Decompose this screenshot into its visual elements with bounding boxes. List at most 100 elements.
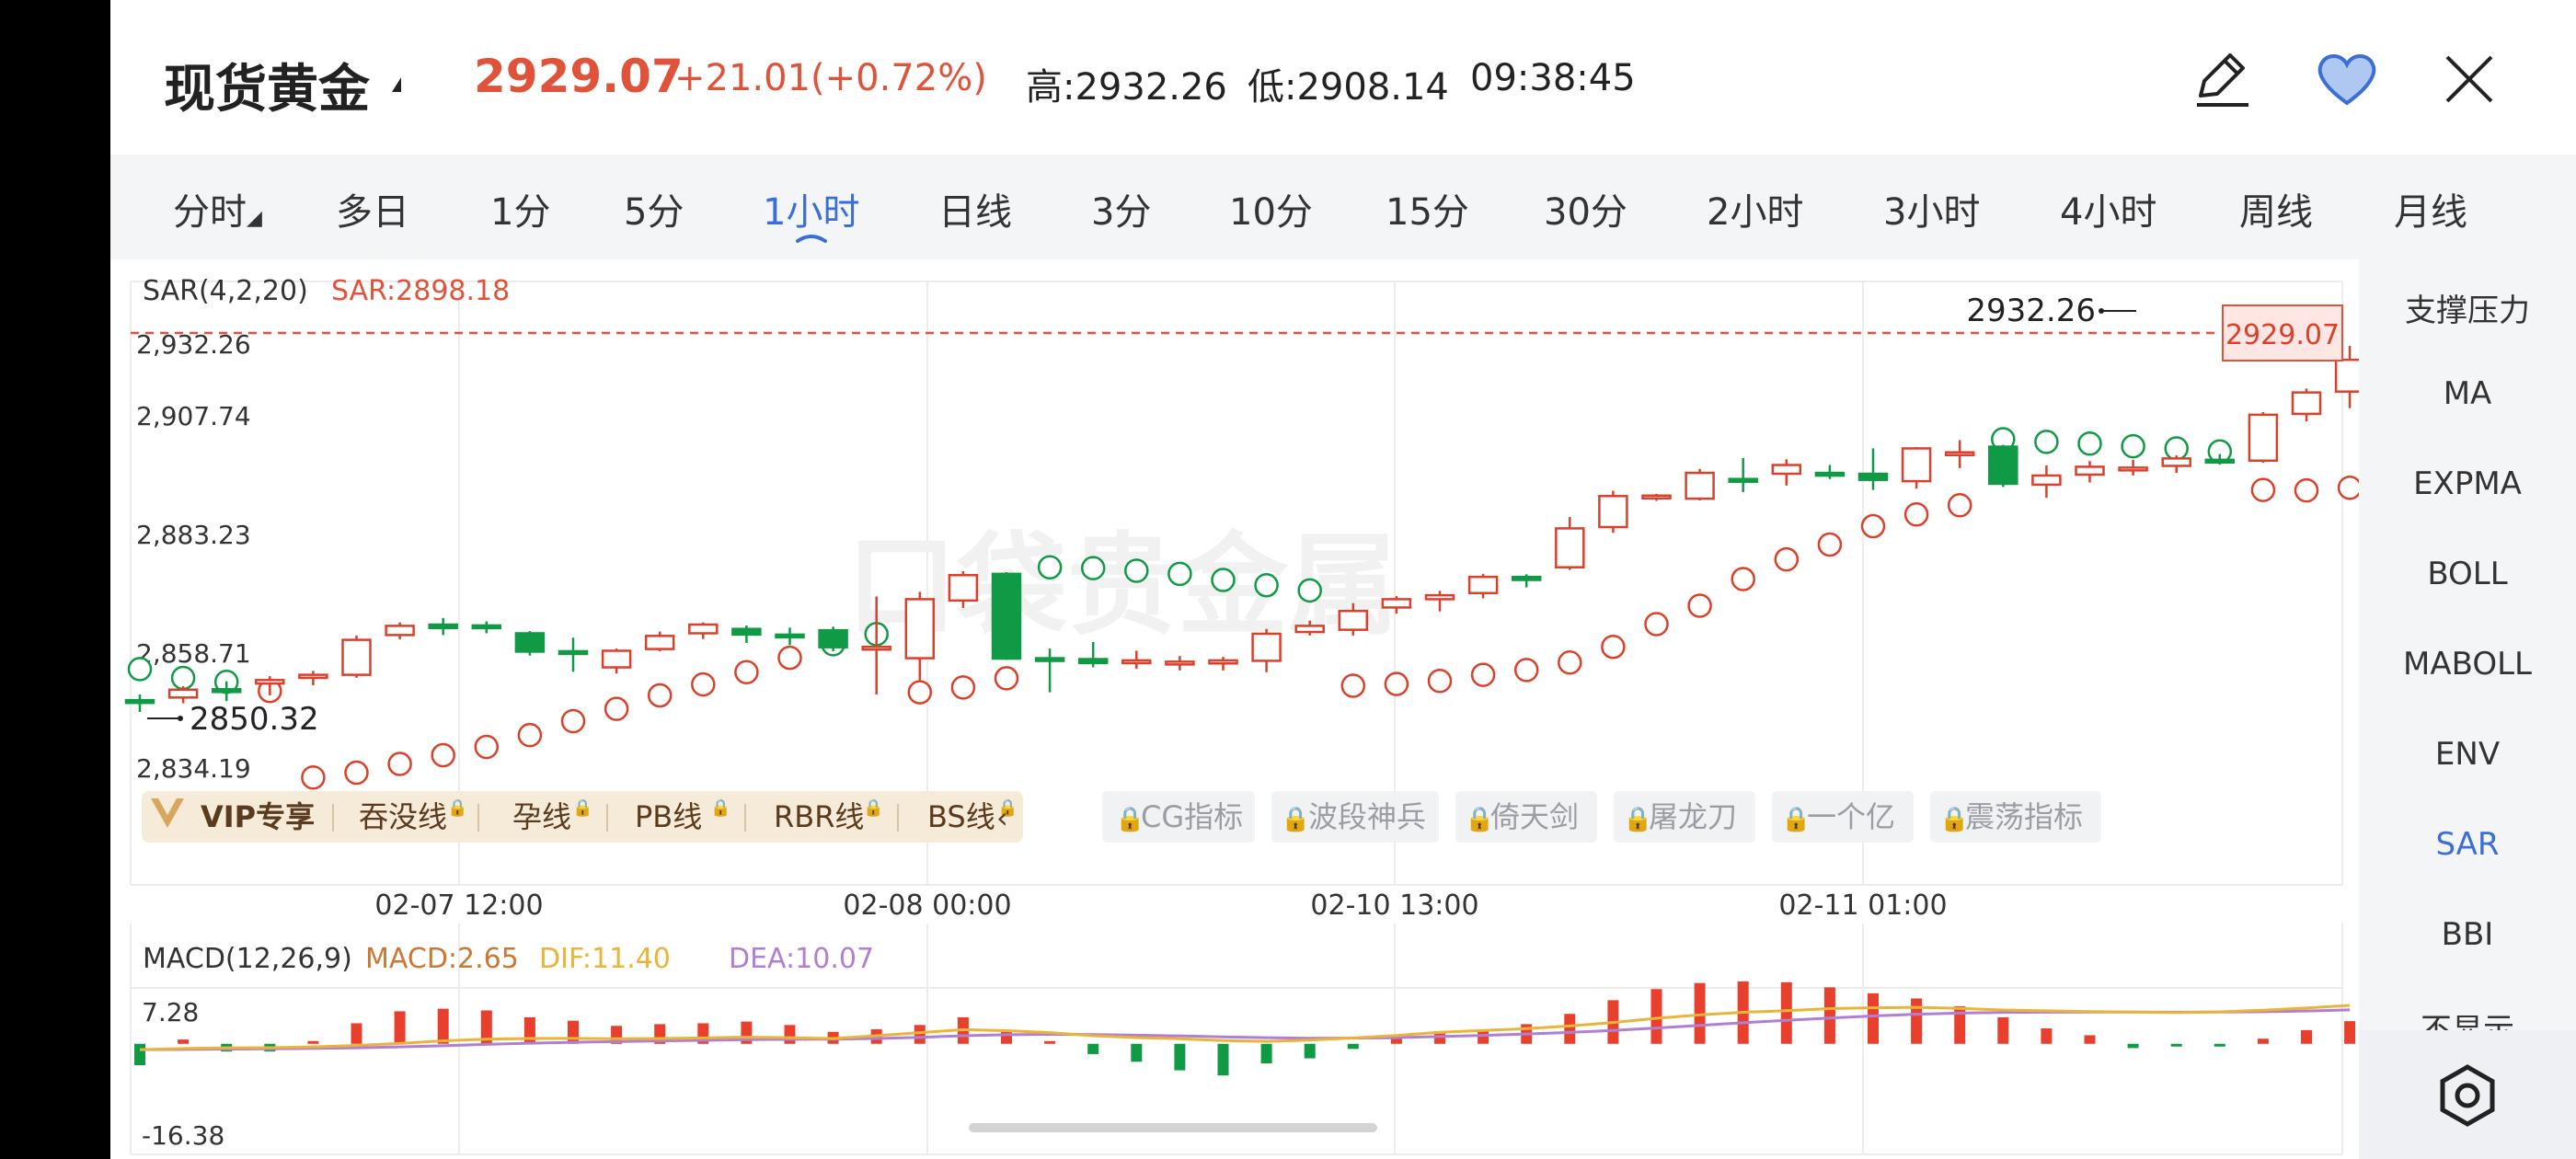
tool-chip-oscillator[interactable]: 🔒 震荡指标: [1930, 791, 2101, 843]
candle-body: [1424, 593, 1455, 601]
candle: [1901, 447, 1932, 489]
candle-body: [514, 632, 546, 653]
sidebar-item-maboll[interactable]: MABOLL: [2403, 646, 2532, 683]
candle: [255, 676, 285, 695]
candle: [2075, 461, 2105, 483]
sidebar-item-boll[interactable]: BOLL: [2427, 556, 2508, 592]
macd-bar: [1347, 1043, 1359, 1050]
vip-item-bs[interactable]: BS线 🔒: [927, 798, 1018, 834]
settings-hexagon-icon[interactable]: [2435, 1063, 2500, 1128]
sar-dot: [1903, 501, 1929, 527]
candle-body: [385, 625, 415, 637]
candle: [1251, 628, 1282, 672]
sar-dot: [301, 765, 326, 790]
vip-item-harami[interactable]: 孕线 🔒: [512, 798, 592, 834]
tab-intraday[interactable]: 分时◢: [173, 191, 262, 234]
candle-body: [2204, 458, 2236, 465]
candle-body: [2118, 466, 2148, 472]
sar-dot: [1817, 532, 1843, 557]
sar-dot: [560, 708, 586, 734]
tab-2hour[interactable]: 2小时: [1707, 191, 1804, 234]
macd-bar: [178, 1039, 190, 1044]
tab-15min[interactable]: 15分: [1386, 191, 1469, 234]
high-marker-label: 2932.26: [1966, 293, 2096, 329]
candle-body: [1641, 494, 1672, 500]
tab-1min[interactable]: 1分: [490, 191, 551, 234]
candle-body: [1467, 575, 1499, 595]
candle: [341, 635, 372, 678]
tab-monthly[interactable]: 月线: [2394, 191, 2467, 234]
sidebar-item-expma[interactable]: EXPMA: [2413, 465, 2522, 502]
candle-body: [818, 628, 848, 648]
candle: [1598, 490, 1628, 534]
tab-weekly[interactable]: 周线: [2239, 191, 2313, 234]
sidebar-item-hide[interactable]: 不显示: [2421, 1012, 2514, 1030]
tab-3min[interactable]: 3分: [1091, 191, 1152, 234]
sar-dot: [2250, 477, 2276, 502]
sar-dot: [517, 722, 543, 748]
sar-dot: [1470, 662, 1496, 687]
tab-5min[interactable]: 5分: [624, 191, 684, 234]
candle: [124, 694, 155, 713]
chart-area[interactable]: 口袋贵金属 SAR(4,2,20) SAR:2898.18 2,932.26 2…: [110, 259, 2359, 1159]
macd-y-top-label: 7.28: [142, 997, 199, 1027]
sar-dot: [950, 675, 976, 700]
tool-chip-sword[interactable]: 🔒 倚天剑: [1455, 791, 1597, 843]
tool-chip-wave[interactable]: 🔒 波段神兵: [1271, 791, 1439, 843]
candle: [471, 621, 502, 634]
tab-4hour[interactable]: 4小时: [2060, 191, 2157, 234]
y-tick-label: 2,907.74: [136, 401, 251, 431]
indicator-label: SAR(4,2,20): [143, 275, 308, 307]
sidebar-item-bbi[interactable]: BBI: [2441, 916, 2494, 953]
heart-icon[interactable]: [2312, 44, 2382, 114]
candle-body: [688, 623, 719, 635]
macd-bar: [2301, 1029, 2312, 1044]
tool-chip-yi[interactable]: 🔒 一个亿: [1772, 791, 1914, 843]
lock-icon: 🔒: [1465, 806, 1494, 833]
collapse-chevron-icon[interactable]: ‹: [996, 800, 1008, 835]
x-tick-label: 02-10 13:00: [1310, 889, 1478, 922]
sar-dot: [1037, 555, 1063, 580]
lock-icon: 🔒: [447, 798, 467, 818]
tab-1hour[interactable]: 1小时: [763, 191, 860, 234]
close-icon[interactable]: [2434, 44, 2504, 114]
x-tick-label: 02-11 01:00: [1778, 889, 1947, 922]
tab-multi-day[interactable]: 多日: [336, 191, 409, 234]
vip-item-pb[interactable]: PB线 🔒: [635, 798, 730, 834]
sidebar-item-env[interactable]: ENV: [2434, 736, 2501, 773]
macd-bar: [1260, 1043, 1272, 1064]
sidebar-item-ma[interactable]: MA: [2443, 375, 2492, 412]
tool-chip-cg[interactable]: 🔒 CG指标: [1102, 791, 1255, 843]
candle-body: [2291, 391, 2322, 416]
dea-line: [139, 1008, 2351, 1051]
candle-body: [1988, 445, 2018, 486]
vip-item-engulfing[interactable]: 吞没线 🔒: [359, 798, 467, 834]
edit-icon[interactable]: [2188, 44, 2258, 114]
candle: [1511, 574, 1542, 588]
sar-dot: [344, 760, 369, 786]
vip-item-label: BS线: [927, 799, 995, 834]
horizontal-scrollbar[interactable]: [969, 1123, 1377, 1132]
tab-daily[interactable]: 日线: [938, 191, 1012, 234]
candle-body: [1251, 632, 1282, 662]
tool-chip-label: 波段神兵: [1308, 799, 1426, 834]
macd-bar: [2127, 1043, 2139, 1049]
tab-10min[interactable]: 10分: [1229, 191, 1313, 234]
lock-icon: 🔒: [1781, 806, 1811, 833]
tool-chip-blade[interactable]: 🔒 屠龙刀: [1614, 791, 1755, 843]
tab-30min[interactable]: 30分: [1544, 191, 1627, 234]
instrument-switch-caret-icon[interactable]: [392, 77, 401, 92]
sidebar-item-support-resistance[interactable]: 支撑压力: [2405, 293, 2530, 329]
vip-item-rbr[interactable]: RBR线 🔒: [774, 798, 883, 834]
vip-badge-icon: [151, 798, 184, 828]
candle: [1077, 641, 1109, 668]
tab-3hour[interactable]: 3小时: [1883, 191, 1981, 234]
low-price: 低:2908.14: [1248, 66, 1449, 109]
macd-bar: [2214, 1043, 2225, 1047]
sar-dot: [1644, 612, 1669, 637]
sidebar-item-sar[interactable]: SAR: [2435, 826, 2500, 863]
vip-indicator-bar: VIP专享 吞没线 🔒 孕线 🔒 PB线 🔒 RBR线 🔒: [142, 791, 1023, 843]
instrument-title[interactable]: 现货黄金: [164, 60, 370, 120]
candle: [1424, 591, 1455, 612]
sar-dot: [1687, 593, 1712, 618]
